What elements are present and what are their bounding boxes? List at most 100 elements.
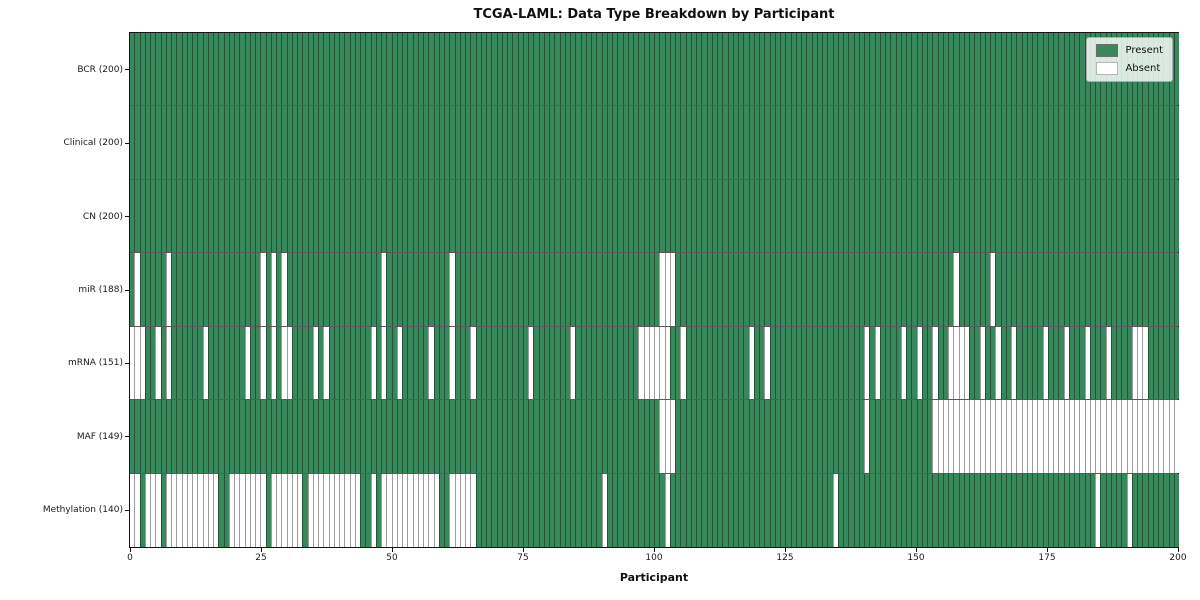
matrix-cell — [601, 253, 607, 326]
matrix-cell — [160, 33, 166, 106]
matrix-cell — [255, 33, 261, 106]
x-tick-mark — [1046, 548, 1048, 552]
matrix-cell — [1142, 326, 1148, 400]
matrix-cell — [507, 33, 513, 106]
matrix-cell — [874, 33, 880, 106]
matrix-cell — [1053, 253, 1059, 326]
matrix-cell — [144, 179, 150, 253]
matrix-cell — [816, 400, 822, 473]
matrix-cell — [1011, 400, 1017, 473]
matrix-cell — [864, 33, 870, 106]
matrix-cell — [407, 326, 413, 400]
matrix-cell — [1016, 106, 1022, 179]
matrix-cell — [244, 473, 250, 547]
matrix-cell — [554, 33, 560, 106]
matrix-cell — [286, 106, 292, 179]
matrix-cell — [265, 326, 271, 400]
matrix-cell — [1053, 179, 1059, 253]
matrix-cell — [1173, 400, 1179, 473]
matrix-cell — [228, 179, 234, 253]
matrix-cell — [486, 253, 492, 326]
matrix-cell — [197, 106, 203, 179]
matrix-cell — [711, 179, 717, 253]
matrix-cell — [743, 400, 749, 473]
matrix-cell — [281, 253, 287, 326]
matrix-cell — [160, 326, 166, 400]
matrix-cell — [1037, 33, 1043, 106]
matrix-cell — [281, 400, 287, 473]
matrix-cell — [249, 253, 255, 326]
matrix-cell — [171, 33, 177, 106]
matrix-cell — [454, 33, 460, 106]
matrix-cell — [386, 106, 392, 179]
matrix-cell — [974, 326, 980, 400]
matrix-cell — [795, 106, 801, 179]
matrix-cell — [333, 473, 339, 547]
matrix-cell — [528, 473, 534, 547]
matrix-cell — [130, 33, 135, 106]
matrix-cell — [218, 33, 224, 106]
matrix-cell — [843, 400, 849, 473]
matrix-cell — [827, 179, 833, 253]
matrix-cell — [1011, 326, 1017, 400]
matrix-cell — [1142, 179, 1148, 253]
matrix-cell — [654, 400, 660, 473]
matrix-cell — [879, 473, 885, 547]
matrix-cell — [895, 33, 901, 106]
matrix-cell — [1142, 106, 1148, 179]
matrix-cell — [260, 253, 266, 326]
matrix-cell — [312, 253, 318, 326]
matrix-cell — [601, 179, 607, 253]
matrix-cell — [255, 473, 261, 547]
matrix-cell — [748, 253, 754, 326]
matrix-cell — [832, 473, 838, 547]
matrix-cell — [517, 179, 523, 253]
matrix-cell — [360, 326, 366, 400]
matrix-cell — [549, 179, 555, 253]
matrix-cell — [638, 106, 644, 179]
matrix-cell — [795, 33, 801, 106]
matrix-cell — [806, 106, 812, 179]
matrix-cell — [480, 400, 486, 473]
matrix-cell — [496, 179, 502, 253]
matrix-cell — [1011, 473, 1017, 547]
matrix-cell — [1089, 179, 1095, 253]
matrix-cell — [507, 473, 513, 547]
matrix-cell — [344, 326, 350, 400]
matrix-cell — [732, 33, 738, 106]
matrix-cell — [974, 106, 980, 179]
matrix-cell — [790, 179, 796, 253]
matrix-cell — [748, 179, 754, 253]
matrix-cell — [685, 400, 691, 473]
matrix-cell — [948, 106, 954, 179]
matrix-cell — [622, 106, 628, 179]
matrix-cell — [963, 400, 969, 473]
matrix-cell — [402, 473, 408, 547]
matrix-cell — [1110, 106, 1116, 179]
matrix-cell — [984, 473, 990, 547]
matrix-cell — [375, 179, 381, 253]
matrix-cell — [291, 400, 297, 473]
matrix-cell — [890, 400, 896, 473]
matrix-cell — [328, 179, 334, 253]
matrix-cell — [606, 33, 612, 106]
matrix-cell — [1163, 179, 1169, 253]
matrix-cell — [591, 473, 597, 547]
matrix-cell — [1068, 106, 1074, 179]
matrix-cell — [428, 179, 434, 253]
matrix-cell — [438, 179, 444, 253]
matrix-cell — [307, 400, 313, 473]
matrix-cell — [449, 106, 455, 179]
matrix-cell — [743, 33, 749, 106]
matrix-cell — [533, 106, 539, 179]
matrix-cell — [675, 33, 681, 106]
matrix-cell — [470, 179, 476, 253]
matrix-cell — [1110, 326, 1116, 400]
matrix-cell — [759, 326, 765, 400]
matrix-cell — [423, 106, 429, 179]
matrix-cell — [848, 473, 854, 547]
matrix-cell — [181, 400, 187, 473]
matrix-cell — [554, 473, 560, 547]
matrix-cell — [1100, 179, 1106, 253]
matrix-cell — [895, 253, 901, 326]
